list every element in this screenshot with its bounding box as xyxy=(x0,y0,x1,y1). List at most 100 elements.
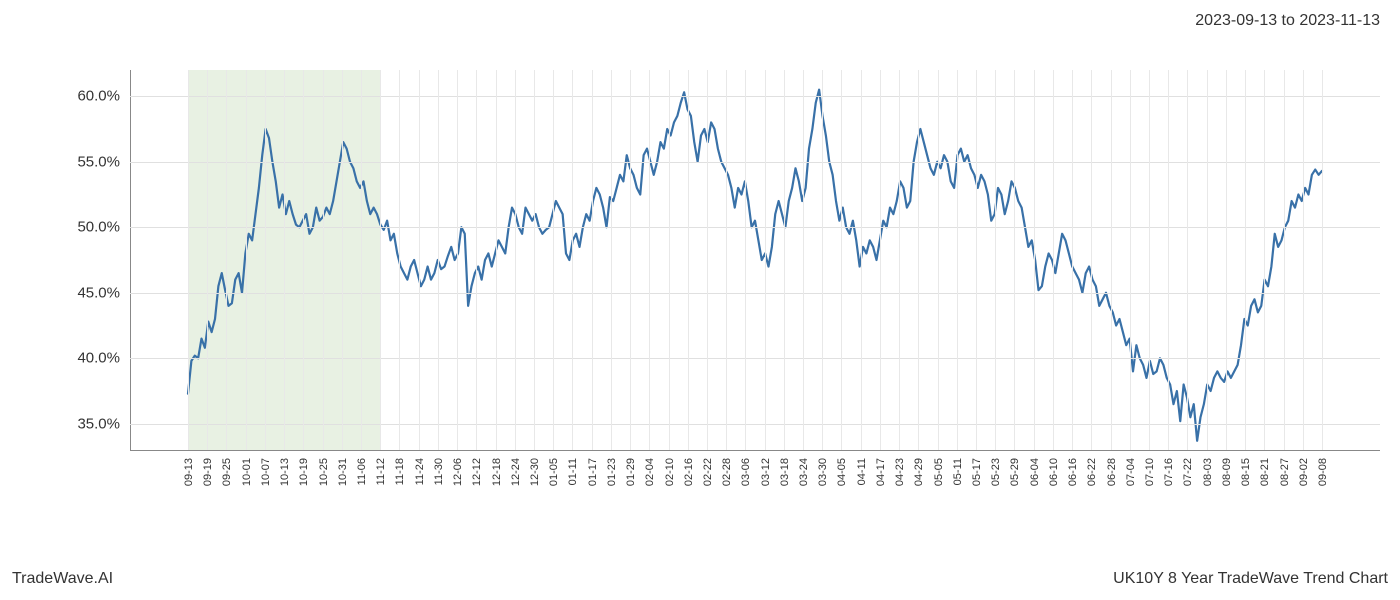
grid-line-vertical xyxy=(1226,70,1227,450)
grid-line-vertical xyxy=(1053,70,1054,450)
grid-line-horizontal xyxy=(130,293,1380,294)
footer-chart-title: UK10Y 8 Year TradeWave Trend Chart xyxy=(1113,570,1388,588)
x-tick-label: 12-12 xyxy=(471,458,483,486)
chart-container: 2023-09-13 to 2023-11-13 TradeWave.AI UK… xyxy=(0,0,1400,600)
y-tick-label: 50.0% xyxy=(77,219,120,236)
grid-line-vertical xyxy=(496,70,497,450)
grid-line-vertical xyxy=(938,70,939,450)
x-tick-label: 07-16 xyxy=(1163,458,1175,486)
grid-line-vertical xyxy=(611,70,612,450)
x-tick-label: 11-30 xyxy=(433,458,445,485)
grid-line-vertical xyxy=(1111,70,1112,450)
x-tick-label: 05-05 xyxy=(933,458,945,486)
grid-line-vertical xyxy=(1034,70,1035,450)
x-tick-label: 08-27 xyxy=(1279,458,1291,486)
x-tick-label: 05-29 xyxy=(1009,458,1021,486)
x-tick-label: 02-28 xyxy=(721,458,733,486)
x-tick-label: 09-25 xyxy=(221,458,233,486)
x-tick-label: 10-07 xyxy=(260,458,272,486)
grid-line-horizontal xyxy=(130,358,1380,359)
grid-line-vertical xyxy=(880,70,881,450)
grid-line-vertical xyxy=(995,70,996,450)
date-range-label: 2023-09-13 to 2023-11-13 xyxy=(1195,12,1380,30)
y-tick-label: 60.0% xyxy=(77,88,120,105)
grid-line-vertical xyxy=(1322,70,1323,450)
x-tick-label: 05-17 xyxy=(971,458,983,486)
grid-line-vertical xyxy=(457,70,458,450)
y-tick-label: 55.0% xyxy=(77,153,120,170)
grid-line-vertical xyxy=(246,70,247,450)
x-tick-label: 03-12 xyxy=(760,458,772,486)
x-tick-label: 05-23 xyxy=(990,458,1002,486)
x-tick-label: 09-02 xyxy=(1298,458,1310,486)
x-tick-label: 10-25 xyxy=(318,458,330,486)
grid-line-vertical xyxy=(553,70,554,450)
x-tick-label: 12-06 xyxy=(452,458,464,486)
grid-line-vertical xyxy=(861,70,862,450)
grid-line-vertical xyxy=(265,70,266,450)
x-tick-label: 02-10 xyxy=(664,458,676,486)
data-series-line xyxy=(188,90,1322,441)
grid-line-vertical xyxy=(918,70,919,450)
grid-line-vertical xyxy=(1130,70,1131,450)
x-tick-label: 11-12 xyxy=(375,458,387,485)
x-tick-label: 04-05 xyxy=(836,458,848,486)
x-tick-label: 06-10 xyxy=(1048,458,1060,486)
grid-line-horizontal xyxy=(130,96,1380,97)
grid-line-vertical xyxy=(1303,70,1304,450)
grid-line-vertical xyxy=(323,70,324,450)
y-tick-label: 40.0% xyxy=(77,350,120,367)
grid-line-vertical xyxy=(342,70,343,450)
x-tick-label: 08-15 xyxy=(1240,458,1252,486)
grid-line-vertical xyxy=(1072,70,1073,450)
x-tick-label: 06-22 xyxy=(1086,458,1098,486)
x-tick-label: 11-06 xyxy=(356,458,368,485)
grid-line-vertical xyxy=(1014,70,1015,450)
grid-line-vertical xyxy=(361,70,362,450)
grid-line-vertical xyxy=(592,70,593,450)
grid-line-vertical xyxy=(707,70,708,450)
x-tick-label: 03-30 xyxy=(817,458,829,486)
grid-line-vertical xyxy=(669,70,670,450)
x-tick-label: 03-18 xyxy=(779,458,791,486)
line-chart-svg xyxy=(130,70,1380,450)
x-tick-label: 04-29 xyxy=(913,458,925,486)
x-tick-label: 12-24 xyxy=(510,458,522,486)
x-tick-label: 08-03 xyxy=(1202,458,1214,486)
grid-line-horizontal xyxy=(130,424,1380,425)
grid-line-vertical xyxy=(803,70,804,450)
x-tick-label: 06-16 xyxy=(1067,458,1079,486)
grid-line-vertical xyxy=(188,70,189,450)
x-tick-label: 09-08 xyxy=(1317,458,1329,486)
x-tick-label: 01-17 xyxy=(587,458,599,486)
grid-line-vertical xyxy=(1168,70,1169,450)
y-tick-label: 35.0% xyxy=(77,415,120,432)
grid-line-vertical xyxy=(515,70,516,450)
grid-line-vertical xyxy=(303,70,304,450)
x-tick-label: 07-22 xyxy=(1182,458,1194,486)
grid-line-vertical xyxy=(380,70,381,450)
grid-line-vertical xyxy=(822,70,823,450)
grid-line-vertical xyxy=(399,70,400,450)
x-tick-label: 09-19 xyxy=(202,458,214,486)
grid-line-horizontal xyxy=(130,162,1380,163)
x-tick-label: 10-31 xyxy=(337,458,349,486)
x-tick-label: 05-11 xyxy=(952,458,964,485)
grid-line-vertical xyxy=(630,70,631,450)
grid-line-vertical xyxy=(1284,70,1285,450)
x-tick-label: 04-23 xyxy=(894,458,906,486)
x-tick-label: 07-10 xyxy=(1144,458,1156,486)
grid-line-vertical xyxy=(476,70,477,450)
grid-line-vertical xyxy=(419,70,420,450)
grid-line-vertical xyxy=(745,70,746,450)
grid-line-vertical xyxy=(1264,70,1265,450)
x-tick-label: 04-17 xyxy=(875,458,887,486)
x-tick-label: 10-01 xyxy=(241,458,253,486)
y-tick-label: 45.0% xyxy=(77,284,120,301)
grid-line-vertical xyxy=(226,70,227,450)
grid-line-vertical xyxy=(765,70,766,450)
grid-line-horizontal xyxy=(130,227,1380,228)
x-tick-label: 12-18 xyxy=(491,458,503,486)
x-tick-label: 10-13 xyxy=(279,458,291,486)
grid-line-vertical xyxy=(1187,70,1188,450)
